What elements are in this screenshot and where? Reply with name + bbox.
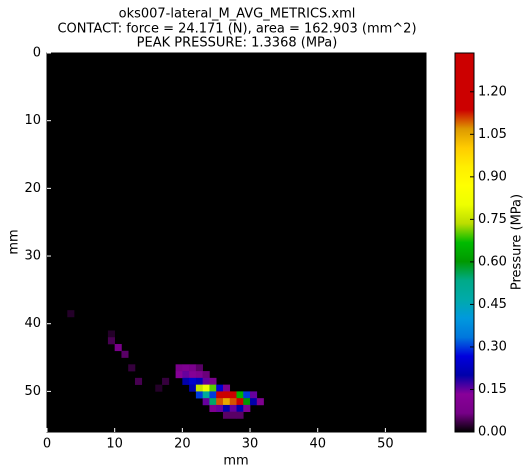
heatmap-cell bbox=[189, 377, 197, 385]
heatmap-cell bbox=[189, 364, 197, 372]
y-axis-label: mm bbox=[7, 229, 22, 254]
heatmap-cell bbox=[250, 391, 258, 399]
heatmap-cell bbox=[202, 384, 210, 392]
colorbar-label: Pressure (MPa) bbox=[510, 194, 525, 290]
heatmap-cell bbox=[134, 377, 143, 385]
heatmap-cell bbox=[243, 404, 251, 412]
colorbar-tick-label: 0.45 bbox=[478, 297, 507, 312]
y-tick-label: 10 bbox=[24, 113, 41, 128]
heatmap-cell bbox=[236, 391, 244, 399]
heatmap-cell bbox=[216, 391, 224, 399]
heatmap-cell bbox=[209, 391, 217, 399]
chart-subtitle: CONTACT: force = 24.171 (N), area = 162.… bbox=[57, 22, 416, 37]
colorbar-tick-label: 0.75 bbox=[478, 212, 507, 227]
y-tick-label: 20 bbox=[24, 181, 41, 196]
heatmap-cell bbox=[182, 371, 190, 379]
colorbar-tick-label: 0.30 bbox=[478, 339, 507, 354]
heatmap-cell bbox=[189, 384, 197, 392]
x-tick-label: 40 bbox=[309, 437, 326, 452]
heatmap-cell bbox=[209, 404, 217, 412]
heatmap-cell bbox=[202, 371, 210, 379]
heatmap-cell bbox=[195, 371, 203, 379]
heatmap-cell bbox=[107, 330, 115, 338]
heatmap-cell bbox=[114, 344, 122, 352]
y-tick-label: 0 bbox=[33, 46, 41, 61]
heatmap-cell bbox=[209, 398, 217, 406]
x-tick-label: 0 bbox=[43, 437, 51, 452]
heatmap-cell bbox=[222, 411, 231, 419]
x-tick-label: 10 bbox=[106, 437, 123, 452]
colorbar-tick-label: 0.00 bbox=[478, 425, 507, 440]
heatmap-cell bbox=[216, 384, 224, 392]
heatmap-cell bbox=[222, 384, 231, 392]
plot-frame bbox=[46, 52, 427, 433]
heatmap-cell bbox=[222, 398, 231, 406]
heatmap-cell bbox=[229, 391, 237, 399]
plot-background bbox=[47, 53, 426, 432]
x-tick-label: 20 bbox=[174, 437, 191, 452]
heatmap-cell bbox=[162, 377, 170, 385]
heatmap-cell bbox=[175, 364, 183, 372]
heatmap-cell bbox=[182, 364, 190, 372]
heatmap-cell bbox=[229, 404, 237, 412]
heatmap-cell bbox=[195, 364, 203, 372]
heatmap-cell bbox=[216, 404, 224, 412]
heatmap-cell bbox=[195, 384, 203, 392]
x-tick-label: 30 bbox=[242, 437, 259, 452]
heatmap-cell bbox=[107, 337, 115, 345]
heatmap-cell bbox=[236, 398, 244, 406]
heatmap-cell bbox=[250, 398, 258, 406]
heatmap-cell bbox=[216, 398, 224, 406]
colorbar bbox=[454, 52, 475, 433]
heatmap-cell bbox=[175, 371, 183, 379]
heatmap-cell bbox=[182, 377, 190, 385]
chart-title: oks007-lateral_M_AVG_METRICS.xml bbox=[119, 7, 356, 22]
colorbar-tick-label: 0.60 bbox=[478, 254, 507, 269]
y-tick-label: 40 bbox=[24, 316, 41, 331]
colorbar-tick-label: 0.90 bbox=[478, 169, 507, 184]
y-tick-label: 30 bbox=[24, 249, 41, 264]
heatmap-cell bbox=[195, 377, 203, 385]
heatmap-cell bbox=[195, 391, 203, 399]
heatmap-cell bbox=[128, 364, 136, 372]
heatmap-cell bbox=[202, 391, 210, 399]
heatmap-cell bbox=[189, 371, 197, 379]
colorbar-tick-label: 0.15 bbox=[478, 382, 507, 397]
y-tick-label: 50 bbox=[24, 384, 41, 399]
heatmap-cell bbox=[243, 398, 251, 406]
x-axis-label: mm bbox=[223, 454, 248, 469]
heatmap-cell bbox=[236, 411, 244, 419]
heatmap-cell bbox=[229, 411, 237, 419]
colorbar-tick-label: 1.20 bbox=[478, 84, 507, 99]
heatmap-cell bbox=[202, 398, 210, 406]
heatmap-cell bbox=[202, 377, 210, 385]
heatmap-cell bbox=[222, 404, 231, 412]
heatmap-cell bbox=[67, 310, 75, 318]
heatmap-cell bbox=[155, 384, 163, 392]
heatmap-cell bbox=[236, 404, 244, 412]
chart-subtitle: PEAK PRESSURE: 1.3368 (MPa) bbox=[137, 36, 338, 51]
heatmap-cell bbox=[256, 398, 264, 406]
heatmap-cell bbox=[121, 350, 129, 358]
heatmap-cell bbox=[209, 377, 217, 385]
heatmap-cell bbox=[209, 384, 217, 392]
heatmap-cell bbox=[222, 391, 231, 399]
heatmap-cell bbox=[229, 398, 237, 406]
x-tick-label: 50 bbox=[377, 437, 394, 452]
colorbar-tick-label: 1.05 bbox=[478, 127, 507, 142]
heatmap-cell bbox=[243, 391, 251, 399]
